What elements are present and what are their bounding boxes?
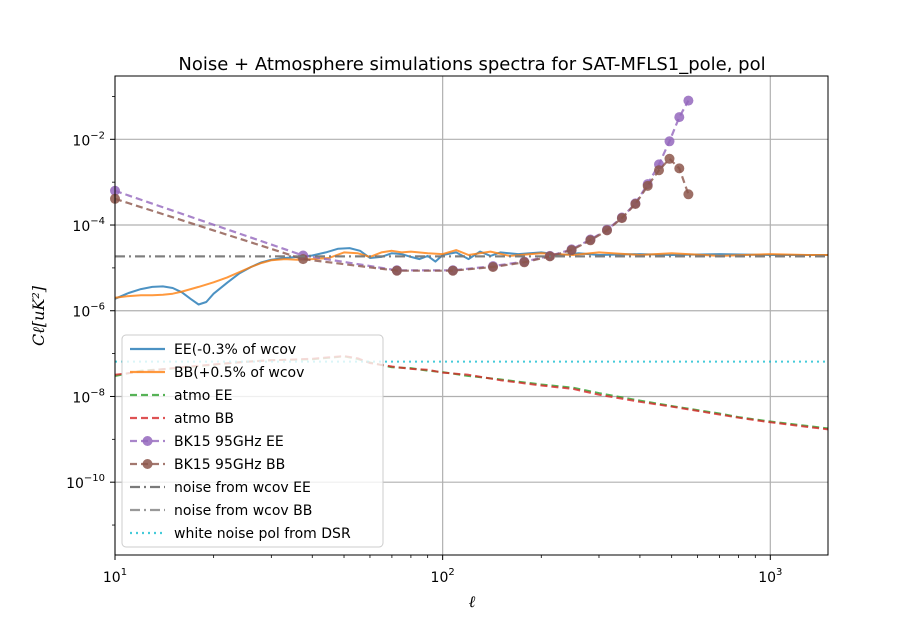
chart-title: Noise + Atmosphere simulations spectra f… (178, 54, 765, 75)
series-6-point (616, 213, 627, 224)
series-6-point (602, 225, 612, 236)
series-line-5 (114, 100, 690, 272)
series-6-point (566, 245, 577, 256)
series-6-point (519, 257, 530, 268)
y-tick-label: 10−10 (66, 473, 105, 492)
legend-label-7: noise from wcov EE (174, 480, 311, 496)
series-5-point (683, 95, 694, 106)
legend-label-9: white noise pol from DSR (174, 526, 351, 542)
series-5-point (674, 112, 685, 123)
series-6-point (630, 199, 641, 209)
series-6-point (391, 265, 402, 276)
series-6-point (585, 235, 596, 246)
x-tick-label: 103 (758, 567, 782, 586)
x-axis-label: ℓ (469, 592, 476, 611)
legend-label-3: atmo EE (174, 388, 232, 404)
x-tick-label: 102 (431, 567, 455, 586)
series-line-2 (114, 249, 828, 299)
series-6-point (683, 189, 694, 200)
series-6-point (488, 262, 498, 272)
legend-label-6: BK15 95GHz BB (174, 457, 285, 473)
legend-label-2: BB(+0.5% of wcov (174, 365, 304, 381)
series-6-point (642, 180, 653, 191)
legend-label-1: EE(-0.3% of wcov (174, 342, 296, 358)
y-axis-label: Cℓ[uK²] (29, 285, 48, 346)
axis-ticks: 101 102 103 10−10 10−8 10−6 10−4 10−2 (66, 96, 782, 586)
legend-label-4: atmo BB (174, 411, 234, 427)
y-tick-label: 10−4 (72, 216, 105, 235)
y-tick-label: 10−8 (72, 387, 105, 406)
legend-frame (121, 334, 384, 548)
legend-label-5: BK15 95GHz EE (174, 434, 284, 450)
y-tick-label: 10−6 (72, 302, 105, 321)
y-tick-label: 10−2 (72, 130, 105, 149)
legend-marker-6 (142, 459, 153, 469)
plot-frame (114, 75, 829, 556)
series-6-point (447, 265, 458, 276)
series-5-point (664, 136, 675, 147)
series-6-point (654, 165, 664, 176)
x-tick-label: 101 (103, 567, 127, 586)
series-6-point (664, 153, 675, 164)
legend-label-8: noise from wcov BB (174, 503, 312, 519)
legend: EE(-0.3% of wcov BB(+0.5% of wcov atmo EE a… (121, 334, 384, 548)
series-6-point (674, 163, 685, 174)
legend-marker-5 (142, 436, 153, 446)
